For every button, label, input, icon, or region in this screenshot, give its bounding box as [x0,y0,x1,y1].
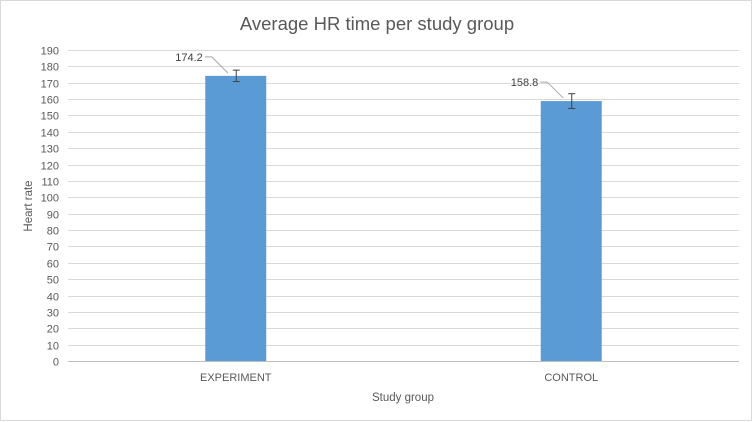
bars [205,75,602,362]
y-tick-label: 180 [41,62,59,74]
gridlines [68,50,739,362]
chart-title: Average HR time per study group [240,13,514,34]
y-tick-label: 10 [47,341,59,353]
y-tick-label: 70 [47,242,59,254]
y-tick-label: 130 [41,144,59,156]
y-tick-label: 170 [41,79,59,91]
data-label: 158.8 [511,77,539,89]
y-tick-label: 160 [41,95,59,107]
bar-control [540,101,602,362]
data-labels: 174.2 158.8 [175,52,564,99]
y-tick-label: 140 [41,128,59,140]
y-tick-label: 40 [47,292,59,304]
y-tick-label: 60 [47,259,59,271]
x-axis-ticks: EXPERIMENT CONTROL [200,372,598,384]
x-tick-label: EXPERIMENT [200,372,272,384]
data-label: 174.2 [175,52,203,64]
data-label-leader [204,56,229,74]
y-tick-label: 30 [47,308,59,320]
y-tick-label: 190 [41,46,59,58]
bar-experiment [205,75,267,361]
y-tick-label: 110 [41,177,59,189]
y-tick-label: 90 [47,210,59,222]
y-tick-label: 150 [41,111,59,123]
y-tick-label: 0 [53,357,59,369]
x-tick-label: CONTROL [544,372,598,384]
y-tick-label: 80 [47,226,59,238]
data-label-leader [540,81,564,99]
y-tick-label: 100 [41,193,59,205]
x-axis-title: Study group [372,392,434,404]
y-tick-label: 50 [47,275,59,287]
y-tick-label: 120 [41,161,59,173]
y-axis-title: Heart rate [23,180,35,231]
error-bars [232,69,576,109]
y-axis-ticks: 0 10 20 30 40 50 60 70 80 90 100 110 120 130 140 150 160… [41,46,59,369]
y-tick-label: 20 [47,324,59,336]
